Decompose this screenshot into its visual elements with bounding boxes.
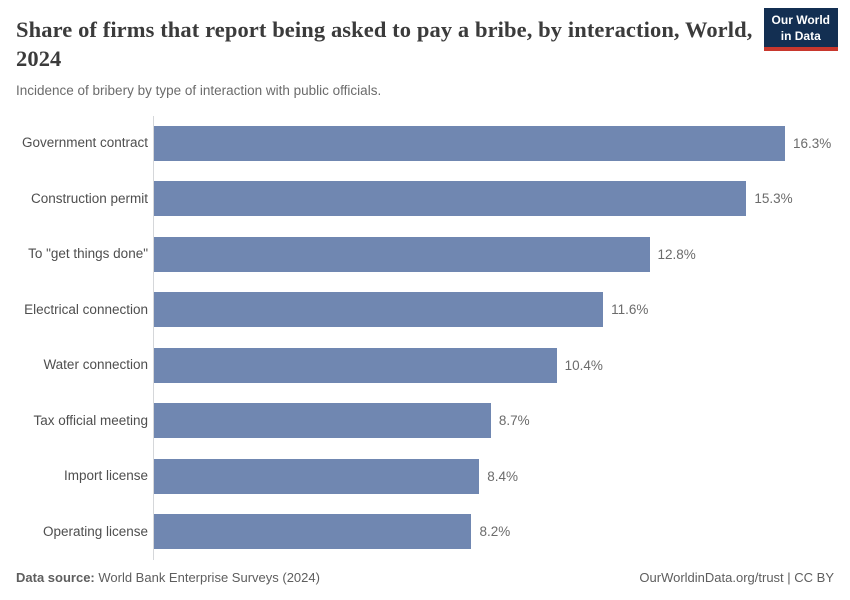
- bar-area: 16.3%: [154, 125, 834, 161]
- value-label: 8.7%: [498, 413, 530, 429]
- bar-row: Tax official meeting 8.7%: [16, 393, 834, 449]
- owid-logo-line1: Our World: [771, 13, 830, 27]
- bar-chart: Government contract 16.3% Construction p…: [16, 115, 834, 560]
- value-label: 8.4%: [487, 468, 518, 484]
- owid-logo-line2: in Data: [780, 28, 821, 43]
- bar-area: 11.6%: [154, 292, 834, 328]
- bar[interactable]: [154, 347, 557, 383]
- category-label: Tax official meeting: [33, 412, 148, 428]
- chart-title: Share of firms that report being asked t…: [16, 17, 753, 71]
- value-label: 8.2%: [479, 524, 511, 540]
- bar[interactable]: [154, 458, 480, 494]
- bar-area: 8.2%: [154, 514, 834, 550]
- chart-footer: Data source: World Bank Enterprise Surve…: [16, 570, 834, 587]
- bar[interactable]: [154, 514, 472, 550]
- bar-row: Electrical connection 11.6%: [16, 282, 834, 338]
- bar[interactable]: [154, 181, 747, 217]
- bar-row: Government contract 16.3%: [16, 116, 834, 172]
- bar[interactable]: [154, 125, 786, 161]
- data-source-note: Data source: World Bank Enterprise Surve…: [16, 570, 320, 587]
- bar-area: 10.4%: [154, 347, 834, 383]
- category-label: Import license: [63, 468, 148, 484]
- bar[interactable]: [154, 403, 491, 439]
- bar-area: 12.8%: [154, 236, 834, 272]
- chart-rows: Government contract 16.3% Construction p…: [16, 116, 834, 560]
- bar-area: 15.3%: [154, 181, 834, 217]
- bar-row: To "get things done" 12.8%: [16, 227, 834, 283]
- bar[interactable]: [154, 292, 604, 328]
- value-label: 10.4%: [564, 357, 603, 373]
- value-label: 12.8%: [657, 246, 696, 262]
- owid-logo[interactable]: Our World in Data: [763, 8, 838, 52]
- category-label: Government contract: [21, 135, 148, 151]
- bar-row: Construction permit 15.3%: [16, 171, 834, 227]
- category-label: Water connection: [43, 357, 148, 373]
- chart-subtitle: Incidence of bribery by type of interact…: [16, 83, 382, 99]
- value-label: 15.3%: [754, 191, 793, 207]
- credit-link[interactable]: OurWorldinData.org/trust | CC BY: [639, 570, 834, 586]
- bar-area: 8.7%: [154, 403, 834, 439]
- bar-row: Import license 8.4%: [16, 449, 834, 505]
- data-source-text: World Bank Enterprise Surveys (2024): [94, 570, 320, 586]
- category-label: Electrical connection: [24, 301, 148, 317]
- bar-row: Water connection 10.4%: [16, 338, 834, 394]
- bar[interactable]: [154, 236, 650, 272]
- bar-row: Operating license 8.2%: [16, 504, 834, 560]
- category-label: Operating license: [42, 523, 148, 539]
- category-label: Construction permit: [30, 190, 148, 206]
- value-label: 11.6%: [611, 302, 649, 318]
- value-label: 16.3%: [793, 135, 832, 151]
- category-label: To "get things done": [28, 246, 148, 262]
- y-axis-line: [153, 115, 154, 560]
- bar-area: 8.4%: [154, 458, 834, 494]
- data-source-label: Data source:: [16, 570, 95, 586]
